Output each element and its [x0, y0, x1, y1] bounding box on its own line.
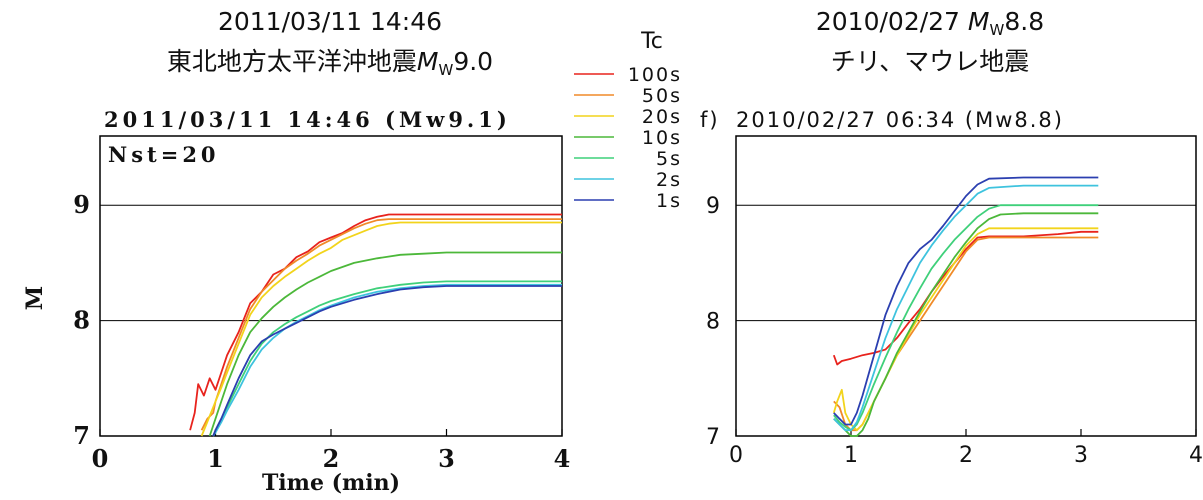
- right-series-1s: [833, 176, 1099, 426]
- left-chart-annotation: Nst=20: [108, 142, 220, 167]
- right-x-tick-0: 0: [729, 443, 743, 468]
- legend-label-1s: 1s: [656, 190, 682, 212]
- right-series-50s: [833, 236, 1099, 432]
- right-chart-header: 2010/02/27 06:34 (Mw8.8): [736, 108, 1064, 132]
- left-chart-header: 2011/03/11 14:46 (Mw9.1): [104, 107, 511, 132]
- left-y-tick-7: 7: [73, 421, 90, 450]
- left-chart: 2011/03/11 14:46 (Mw9.1) Nst=20 Time (mi…: [22, 107, 570, 496]
- right-series-2s: [833, 184, 1099, 432]
- right-y-tick-7: 7: [706, 425, 720, 450]
- legend-label-5s: 5s: [656, 148, 682, 170]
- right-x-tick-4: 4: [1189, 443, 1203, 468]
- left-series-2s: [212, 283, 562, 437]
- left-series-100s: [189, 213, 562, 431]
- left-x-tick-4: 4: [554, 444, 571, 473]
- right-title-mag-subscript: W: [990, 21, 1005, 39]
- legend-label-50s: 50s: [642, 85, 682, 107]
- left-series-20s: [200, 221, 562, 437]
- legend-title: Tc: [640, 29, 663, 54]
- left-x-tick-0: 0: [92, 444, 109, 473]
- right-series-20s: [832, 227, 1099, 432]
- right-chart-panel-label: f): [700, 108, 720, 132]
- right-title-date-text: 2010/02/27: [816, 7, 968, 36]
- legend-label-20s: 20s: [642, 106, 682, 128]
- right-title-mag-value: 8.8: [1004, 7, 1044, 36]
- left-title-mag-symbol: M: [417, 47, 439, 76]
- left-title-mag-value: 9.0: [453, 47, 493, 76]
- left-x-tick-2: 2: [323, 444, 340, 473]
- right-y-tick-8: 8: [706, 310, 720, 335]
- right-x-tick-3: 3: [1074, 443, 1088, 468]
- right-title-event: チリ、マウレ地震: [831, 47, 1030, 76]
- left-title-date: 2011/03/11 14:46: [218, 7, 442, 36]
- left-series-5s: [212, 280, 562, 437]
- left-y-tick-8: 8: [73, 306, 90, 335]
- left-y-tick-9: 9: [73, 190, 90, 219]
- legend-label-100s: 100s: [628, 64, 682, 86]
- right-chart: f) 2010/02/27 06:34 (Mw8.8) 0 1 2 3 4 7 8 9: [700, 108, 1203, 468]
- right-plot-frame: [735, 135, 1197, 437]
- right-title-mag-symbol: M: [968, 7, 990, 36]
- right-x-tick-2: 2: [959, 443, 973, 468]
- left-series-1s: [212, 285, 562, 437]
- left-x-tick-1: 1: [207, 444, 224, 473]
- right-y-tick-9: 9: [706, 194, 720, 219]
- left-x-tick-3: 3: [438, 444, 455, 473]
- left-title-name: 東北地方太平洋沖地震: [167, 47, 417, 76]
- right-series-10s: [833, 212, 1099, 437]
- left-series-50s: [200, 218, 562, 431]
- legend-label-2s: 2s: [656, 169, 682, 191]
- right-x-tick-1: 1: [844, 443, 858, 468]
- legend-label-10s: 10s: [642, 127, 682, 149]
- left-series-10s: [208, 251, 562, 437]
- left-y-axis-label: M: [22, 286, 48, 310]
- left-x-axis-label: Time (min): [262, 470, 400, 496]
- left-title-mag-subscript: W: [438, 61, 453, 79]
- right-title-date: 2010/02/27 MW8.8: [816, 7, 1044, 39]
- left-title-event: 東北地方太平洋沖地震MW9.0: [167, 47, 493, 79]
